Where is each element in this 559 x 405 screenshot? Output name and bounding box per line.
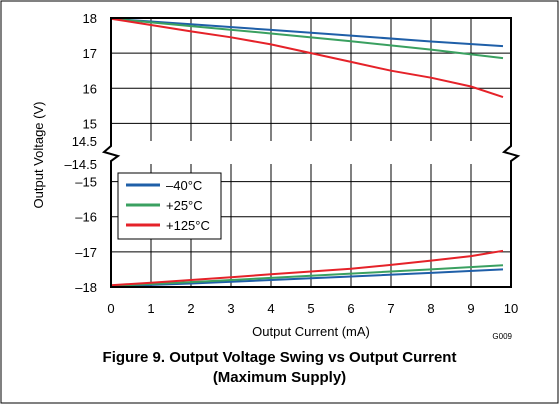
y-tick-label: –16 xyxy=(75,210,97,225)
x-tick-label: 6 xyxy=(347,301,354,316)
x-tick-label: 7 xyxy=(387,301,394,316)
lower-series-lines xyxy=(110,249,504,288)
x-tick-label: 2 xyxy=(187,301,194,316)
x-tick-labels: 0 1 2 3 4 5 6 7 8 9 10 xyxy=(107,301,518,316)
x-tick-label: 1 xyxy=(147,301,154,316)
series-line-upper xyxy=(110,17,504,48)
x-tick-label: 10 xyxy=(504,301,518,316)
series-line-lower xyxy=(110,249,504,287)
upper-series-lines xyxy=(110,17,504,99)
series-line-lower xyxy=(110,264,504,287)
legend-label: +25°C xyxy=(166,198,203,213)
y-tick-label: –15 xyxy=(75,175,97,190)
x-tick-label: 9 xyxy=(467,301,474,316)
y-tick-label: –14.5 xyxy=(64,157,97,172)
y-tick-label: 14.5 xyxy=(72,134,97,149)
y-tick-label: 16 xyxy=(83,81,97,96)
x-tick-label: 3 xyxy=(227,301,234,316)
x-tick-label: 4 xyxy=(267,301,274,316)
y-axis-label: Output Voltage (V) xyxy=(31,102,46,209)
upper-grid xyxy=(111,18,511,141)
x-axis-label: Output Current (mA) xyxy=(252,324,370,339)
graph-code: G009 xyxy=(492,332,512,341)
plot-frame xyxy=(101,17,521,288)
legend: –40°C +25°C +125°C xyxy=(117,172,222,240)
series-line-lower xyxy=(110,268,504,288)
y-tick-label: –18 xyxy=(75,280,97,295)
legend-label: +125°C xyxy=(166,218,210,233)
x-tick-label: 0 xyxy=(107,301,114,316)
figure-subtitle: (Maximum Supply) xyxy=(212,369,347,386)
y-tick-label: 18 xyxy=(83,11,97,26)
x-tick-label: 8 xyxy=(427,301,434,316)
y-tick-labels: 18 17 16 15 14.5 –14.5 –15 –16 –17 –18 xyxy=(64,11,97,295)
legend-label: –40°C xyxy=(166,178,202,193)
y-tick-label: 15 xyxy=(83,116,97,131)
y-tick-label: –17 xyxy=(75,245,97,260)
series-line-upper xyxy=(110,17,504,60)
x-tick-label: 5 xyxy=(307,301,314,316)
series-line-upper xyxy=(110,17,504,99)
y-tick-label: 17 xyxy=(83,46,97,61)
figure-title: Figure 9. Output Voltage Swing vs Output… xyxy=(102,349,457,366)
